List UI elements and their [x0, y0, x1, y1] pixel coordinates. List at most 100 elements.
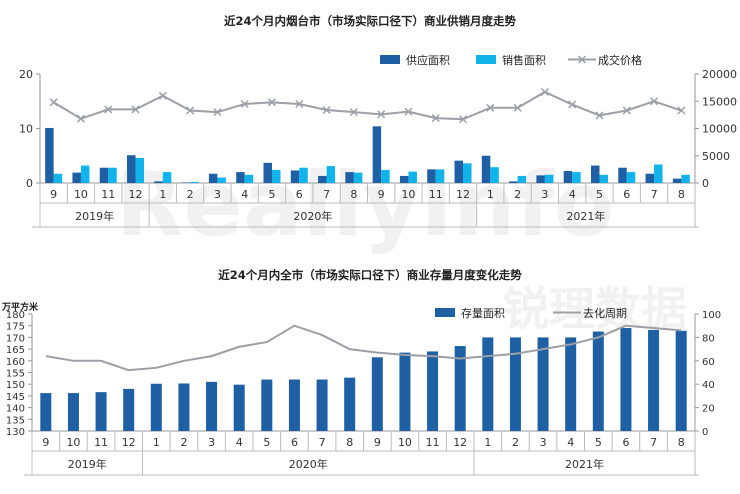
c2-y-left-tick-label-10: 180 — [6, 310, 25, 321]
c1-legend-swatch-0 — [380, 55, 400, 64]
c2-x-tick-label-21: 6 — [622, 436, 629, 449]
c2-y-right-tick-label-4: 80 — [702, 333, 715, 344]
c1-line-point-0-4 — [158, 91, 167, 100]
c1-bar-1-11 — [353, 172, 363, 183]
c1-bar-0-5 — [181, 182, 191, 183]
c1-bar-1-0 — [53, 173, 63, 183]
c1-bar-0-0 — [45, 127, 54, 183]
c2-y-right-tick-label-1: 20 — [702, 404, 715, 415]
c1-bar-0-8 — [263, 162, 272, 183]
c2-bar-0-18 — [537, 337, 549, 431]
c2-bar-0-9 — [288, 379, 300, 431]
c2-x-tick-label-4: 1 — [153, 436, 160, 449]
c1-bar-0-18 — [536, 175, 545, 183]
c2-x-tick-label-9: 6 — [291, 436, 298, 449]
c1-x-tick-label-13: 10 — [401, 188, 415, 201]
c2-x-tick-label-14: 11 — [426, 436, 440, 449]
c2-x-tick-label-6: 3 — [208, 436, 215, 449]
c1-line-point-0-16 — [486, 103, 495, 112]
watermark-cn-text: 锐理数据 — [503, 282, 687, 336]
c2-bar-0-14 — [427, 351, 439, 431]
c1-bar-0-12 — [372, 126, 382, 183]
c2-x-tick-label-15: 12 — [453, 436, 467, 449]
c1-x-tick-label-16: 1 — [487, 188, 494, 201]
c2-bar-0-8 — [261, 379, 273, 431]
c1-bar-1-14 — [435, 169, 445, 183]
c2-y-left-tick-label-7: 165 — [6, 345, 25, 356]
c1-x-tick-label-7: 4 — [241, 188, 248, 201]
c1-bar-0-19 — [563, 171, 573, 183]
c1-x-tick-label-10: 7 — [323, 188, 330, 201]
c1-bar-0-21 — [618, 167, 627, 183]
c2-x-tick-label-22: 7 — [650, 436, 657, 449]
c1-line-point-0-1 — [76, 114, 85, 123]
c1-legend-label-1: 销售面积 — [502, 53, 546, 67]
c1-x-tick-label-8: 5 — [268, 188, 275, 201]
c2-bar-0-7 — [233, 384, 245, 431]
c1-legend-label-0: 供应面积 — [406, 53, 450, 67]
c2-x-tick-label-3: 12 — [122, 436, 136, 449]
c1-bar-1-4 — [162, 172, 172, 183]
c1-bar-1-7 — [244, 174, 254, 183]
c2-year-label-2: 2021年 — [565, 457, 604, 471]
c1-x-tick-label-19: 4 — [569, 188, 576, 201]
c1-line-point-0-19 — [568, 100, 577, 109]
c2-x-tick-label-20: 5 — [595, 436, 602, 449]
c2-bar-0-21 — [620, 328, 632, 431]
c1-line-point-0-15 — [458, 115, 468, 124]
c1-x-tick-label-12: 9 — [378, 188, 385, 201]
c2-y-axis-unit: 万平方米 — [1, 301, 39, 313]
c1-x-tick-label-15: 12 — [456, 188, 470, 201]
c2-legend-swatch-0 — [435, 308, 455, 317]
c1-y-left-tick-label-2: 20 — [19, 68, 33, 81]
c2-line-series-0 — [45, 324, 682, 372]
c1-line-point-0-23 — [677, 106, 686, 115]
c2-legend-label-1: 去化周期 — [583, 306, 627, 320]
c1-bar-0-16 — [481, 155, 491, 183]
c1-x-tick-label-2: 11 — [101, 188, 115, 201]
c2-y-left-tick-label-0: 130 — [6, 427, 25, 438]
c2-y-left-tick-label-2: 140 — [6, 404, 25, 415]
c2-bar-0-11 — [344, 377, 356, 431]
c1-bar-0-9 — [290, 170, 300, 183]
c1-y-right-tick-label-2: 10000 — [702, 123, 737, 136]
c1-bar-0-20 — [590, 165, 600, 183]
c2-y-left-tick-label-9: 175 — [6, 322, 25, 333]
c1-y-left-tick-label-1: 10 — [19, 123, 33, 136]
c1-chart-title: 近24个月内烟台市（市场实际口径下）商业供销月度走势 — [224, 14, 517, 28]
c1-bar-1-1 — [80, 165, 90, 183]
c2-y-right-tick-label-0: 0 — [702, 427, 708, 438]
c1-line-point-0-12 — [377, 110, 386, 119]
c1-bar-0-13 — [399, 175, 409, 183]
c2-bar-0-12 — [371, 357, 383, 431]
c2-bar-0-20 — [592, 331, 604, 431]
c1-bar-1-9 — [299, 167, 308, 183]
c1-bar-0-10 — [318, 175, 327, 183]
c2-bar-0-13 — [399, 352, 411, 431]
c1-year-label-2: 2021年 — [566, 209, 605, 223]
c2-y-left-tick-label-1: 135 — [6, 415, 25, 426]
c2-bar-0-19 — [565, 337, 577, 431]
c1-bar-0-4 — [154, 181, 163, 183]
c1-line-point-0-14 — [431, 114, 440, 123]
c1-bar-0-2 — [99, 167, 109, 183]
c2-year-label-0: 2019年 — [68, 457, 107, 471]
c2-legend-label-0: 存量面积 — [461, 306, 505, 320]
c1-bar-1-16 — [490, 167, 499, 183]
c1-legend-swatch-1 — [476, 55, 496, 64]
c1-x-tick-label-11: 8 — [350, 188, 357, 201]
c1-x-tick-label-17: 2 — [514, 188, 521, 201]
c1-line-point-0-21 — [622, 106, 631, 115]
c1-line-point-0-22 — [650, 97, 659, 106]
c1-bar-0-14 — [427, 169, 436, 183]
c2-bar-0-6 — [206, 381, 218, 431]
c2-bar-0-5 — [178, 383, 190, 431]
c1-line-point-0-13 — [404, 107, 413, 116]
c2-bar-0-10 — [316, 379, 328, 431]
c2-x-tick-label-8: 5 — [263, 436, 270, 449]
c2-x-tick-label-23: 8 — [678, 436, 685, 449]
c1-bar-1-19 — [572, 172, 581, 183]
c1-bar-1-15 — [463, 163, 472, 183]
c1-line-point-0-10 — [322, 105, 331, 115]
